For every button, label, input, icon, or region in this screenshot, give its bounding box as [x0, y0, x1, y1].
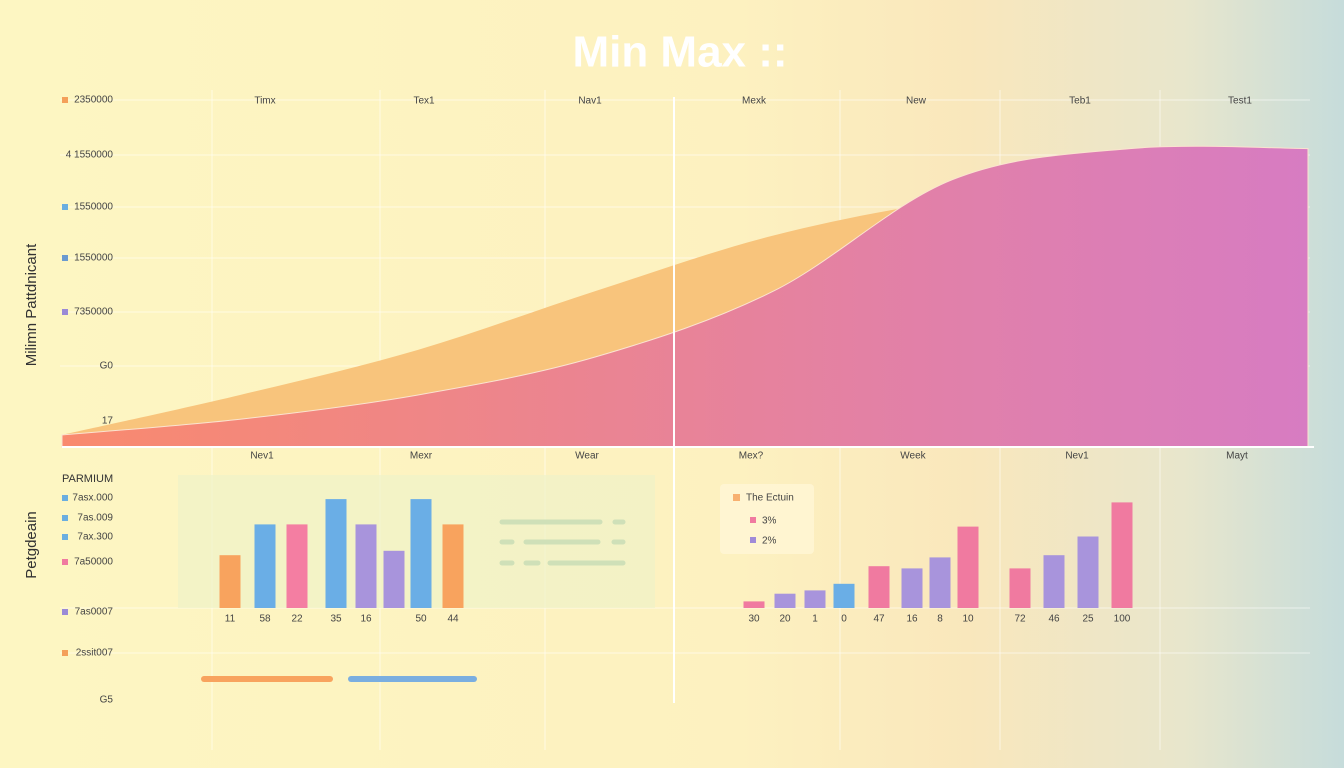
y-tick-label: 17 [102, 416, 114, 427]
y-tick-label: 2ssit007 [76, 648, 114, 659]
area [61, 145, 1309, 448]
y-tick-label: 7as.009 [77, 513, 113, 524]
y-label-marker [62, 534, 68, 540]
page-title: Min Max :: [572, 28, 787, 77]
chart-label: PARMIUM [62, 473, 113, 485]
x-tick-label: 10 [962, 614, 974, 625]
bar [804, 590, 826, 608]
x-tick-label: Wear [575, 451, 599, 462]
x-tick-label: Test1 [1228, 96, 1252, 107]
y-label-marker [62, 495, 68, 501]
x-tick-label: 72 [1014, 614, 1026, 625]
bar [901, 568, 923, 608]
bar [355, 524, 377, 608]
x-tick-label: 8 [937, 614, 943, 625]
bar [1077, 536, 1099, 608]
x-tick-label: 20 [779, 614, 791, 625]
y-tick-label: G0 [100, 361, 114, 372]
y-label-marker [62, 204, 68, 210]
bar [410, 499, 432, 608]
x-tick-label: 58 [259, 614, 271, 625]
y-label-marker [62, 255, 68, 261]
y-axis-title: Petgdeain [23, 511, 40, 579]
x-tick-label: 11 [225, 614, 236, 625]
y-label-marker [62, 609, 68, 615]
y-axis-title: Milimn Pattdnicant [23, 243, 40, 366]
bar [442, 524, 464, 608]
y-label-marker [62, 515, 68, 521]
bar [957, 526, 979, 608]
y-tick-label: 7350000 [74, 307, 113, 318]
x-tick-label: 22 [291, 614, 303, 625]
legend-item: 3% [762, 516, 777, 527]
bar [743, 601, 765, 608]
x-tick-label: 16 [906, 614, 918, 625]
bar [868, 566, 890, 608]
x-tick-label: 0 [841, 614, 847, 625]
x-tick-label: New [906, 96, 927, 107]
bar [929, 557, 951, 608]
y-tick-label: 7a50000 [74, 557, 113, 568]
y-label-marker [62, 650, 68, 656]
legend-box [720, 484, 814, 554]
x-tick-label: 25 [1082, 614, 1094, 625]
x-tick-label: Nev1 [1065, 451, 1089, 462]
bar [1043, 555, 1065, 608]
x-tick-label: 44 [447, 614, 459, 625]
x-tick-label: 30 [748, 614, 760, 625]
y-tick-label: 1550000 [74, 202, 113, 213]
y-tick-label: 7ax.300 [77, 532, 113, 543]
bar [286, 524, 308, 608]
x-tick-label: Tex1 [413, 96, 435, 107]
x-tick-label: Timx [254, 96, 275, 107]
bar [383, 550, 405, 608]
x-tick-label: 16 [360, 614, 372, 625]
legend-marker [750, 517, 756, 523]
y-label-marker [62, 97, 68, 103]
legend-title: The Ectuin [746, 493, 794, 504]
x-tick-label: 1 [812, 614, 818, 625]
y-label-marker [62, 559, 68, 565]
legend-marker [733, 494, 740, 501]
x-tick-label: Nev1 [250, 451, 274, 462]
bar [219, 555, 241, 608]
y-tick-label: 2350000 [74, 95, 113, 106]
legend-marker [750, 537, 756, 543]
bar [774, 593, 796, 608]
y-tick-label: 7asx.000 [72, 493, 113, 504]
x-tick-label: 50 [415, 614, 427, 625]
x-tick-label: Mex? [739, 451, 764, 462]
x-tick-label: 35 [330, 614, 342, 625]
x-tick-label: 47 [873, 614, 885, 625]
legend-item: 2% [762, 536, 777, 547]
x-tick-label: Teb1 [1069, 96, 1091, 107]
x-tick-label: Mexr [410, 451, 433, 462]
y-tick-label: 7as0007 [75, 607, 114, 618]
y-tick-label: G5 [100, 695, 114, 706]
x-tick-label: Week [900, 451, 926, 462]
dashes [499, 519, 626, 566]
x-tick-label: 46 [1048, 614, 1060, 625]
bar [833, 583, 855, 608]
y-tick-label: 4 1550000 [66, 150, 114, 161]
x-tick-label: Nav1 [578, 96, 602, 107]
y-label-marker [62, 309, 68, 315]
x-tick-label: 100 [1114, 614, 1131, 625]
bar [1009, 568, 1031, 608]
x-tick-label: Mayt [1226, 451, 1248, 462]
bar [325, 499, 347, 608]
bar [1111, 502, 1133, 608]
bar [254, 524, 276, 608]
x-tick-label: Mexk [742, 96, 767, 107]
y-tick-label: 1550000 [74, 253, 113, 264]
